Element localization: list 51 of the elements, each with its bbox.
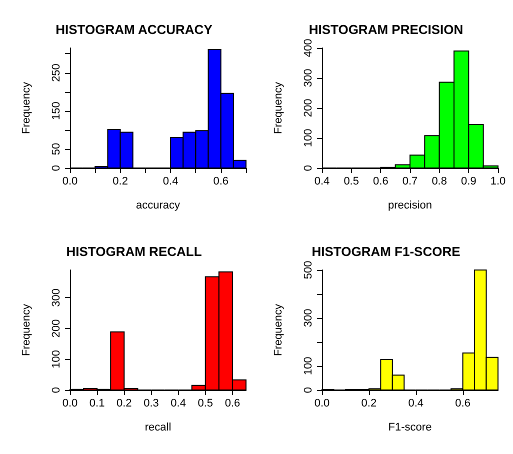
y-axis-title: Frequency bbox=[20, 304, 32, 356]
y-tick-label: 0 bbox=[302, 386, 314, 394]
x-axis-title: recall bbox=[144, 422, 172, 434]
chart-title: HISTOGRAM PRECISION bbox=[308, 22, 464, 37]
chart-title: HISTOGRAM ACCURACY bbox=[56, 22, 213, 37]
x-tick-label: 0.6 bbox=[455, 398, 470, 410]
x-tick-label: 0.8 bbox=[432, 176, 447, 188]
x-tick-label: 0.4 bbox=[170, 398, 186, 410]
y-tick-label: 200 bbox=[302, 98, 314, 118]
y-tick-label: 0 bbox=[302, 164, 314, 172]
x-tick-label: 0.6 bbox=[373, 176, 388, 188]
y-tick-label: 300 bbox=[50, 288, 62, 307]
y-tick-label: 0 bbox=[50, 164, 62, 172]
chart-title: HISTOGRAM RECALL bbox=[66, 244, 202, 259]
x-tick-label: 0.2 bbox=[361, 398, 377, 410]
x-tick-label: 0.6 bbox=[213, 176, 229, 188]
y-tick-label: 100 bbox=[302, 128, 314, 148]
y-tick-label: 200 bbox=[50, 319, 62, 338]
chart-title: HISTOGRAM F1-SCORE bbox=[312, 244, 461, 259]
x-tick-label: 0.0 bbox=[62, 176, 78, 188]
y-tick-label: 500 bbox=[302, 260, 314, 280]
y-tick-label: 400 bbox=[302, 38, 314, 58]
x-tick-label: 0.4 bbox=[162, 176, 178, 188]
x-tick-label: 0.7 bbox=[402, 176, 418, 188]
y-tick-label: 0 bbox=[50, 386, 62, 394]
y-axis-title: Frequency bbox=[20, 82, 32, 134]
y-axis-title: Frequency bbox=[272, 82, 284, 134]
y-tick-label: 300 bbox=[302, 308, 314, 328]
x-tick-label: 0.9 bbox=[461, 176, 476, 188]
y-tick-label: 250 bbox=[50, 64, 62, 82]
x-axis-title: precision bbox=[388, 200, 432, 212]
y-axis-title: Frequency bbox=[272, 304, 284, 356]
x-tick-label: 0.0 bbox=[62, 398, 78, 410]
x-tick-label: 0.4 bbox=[314, 176, 330, 188]
y-tick-label: 100 bbox=[302, 356, 314, 376]
x-tick-label: 1.0 bbox=[490, 176, 506, 188]
y-tick-label: 100 bbox=[50, 350, 62, 368]
y-tick-label: 150 bbox=[50, 102, 62, 120]
x-tick-label: 0.2 bbox=[112, 176, 128, 188]
x-axis-title: F1-score bbox=[388, 422, 432, 434]
x-tick-label: 0.5 bbox=[198, 398, 214, 410]
x-axis-title: accuracy bbox=[136, 200, 180, 212]
x-tick-label: 0.0 bbox=[314, 398, 330, 410]
x-tick-label: 0.6 bbox=[224, 398, 240, 410]
x-tick-label: 0.4 bbox=[408, 398, 424, 410]
x-tick-label: 0.2 bbox=[116, 398, 132, 410]
x-tick-label: 0.3 bbox=[144, 398, 159, 410]
y-tick-label: 300 bbox=[302, 68, 314, 88]
y-tick-label: 50 bbox=[50, 142, 62, 156]
x-tick-label: 0.5 bbox=[344, 176, 359, 188]
x-tick-label: 0.1 bbox=[89, 398, 105, 410]
